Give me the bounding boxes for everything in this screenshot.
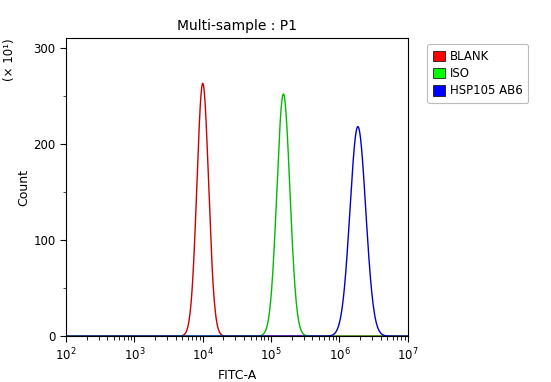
Title: Multi-sample : P1: Multi-sample : P1 <box>177 19 297 33</box>
Legend: BLANK, ISO, HSP105 AB6: BLANK, ISO, HSP105 AB6 <box>428 44 528 103</box>
Y-axis label: Count: Count <box>18 169 31 206</box>
X-axis label: FITC-A: FITC-A <box>217 369 257 382</box>
Text: (× 10¹): (× 10¹) <box>3 38 16 81</box>
